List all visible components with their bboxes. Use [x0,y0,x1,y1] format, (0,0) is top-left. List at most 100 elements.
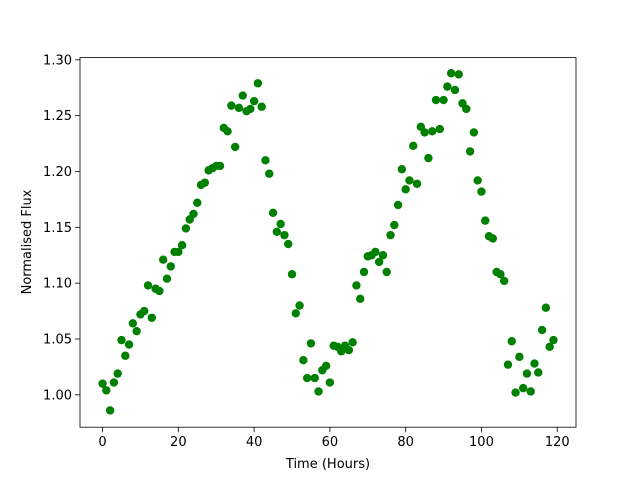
point [496,270,505,279]
x-tick-label: 120 [545,435,570,450]
point [280,230,289,240]
point [287,270,297,279]
point [409,141,418,151]
point [443,82,452,91]
point [412,179,422,188]
point [155,286,164,296]
point [257,102,266,111]
point [177,240,187,250]
point [374,257,384,267]
point [481,216,490,225]
point [534,368,543,377]
point [518,383,528,393]
point [401,185,410,194]
point [431,95,441,105]
point [253,79,263,88]
point [302,373,312,383]
point [128,319,138,328]
point [549,335,558,345]
point [109,378,119,387]
point [310,373,319,383]
x-tick-label: 0 [98,435,106,450]
point [306,339,316,348]
y-tick-label: 1.30 [43,53,72,68]
point [465,147,475,156]
point [234,103,244,113]
point [121,351,130,360]
point [140,306,149,316]
y-tick-label: 1.05 [43,332,72,347]
point [238,91,247,100]
point [223,127,232,136]
point [291,309,300,318]
point [397,165,407,174]
point [454,70,463,79]
point [382,267,391,277]
point [390,220,399,230]
y-tick-label: 1.25 [43,109,72,124]
point [526,387,535,396]
point [299,356,308,365]
point [359,267,369,277]
x-axis-label: Time (Hours) [285,457,370,472]
point [143,281,153,290]
point [166,262,175,271]
y-tick-label: 1.10 [43,277,72,292]
point [499,276,509,286]
point [378,251,388,260]
point [446,69,456,78]
point [503,360,513,369]
point [344,345,354,355]
point [424,153,433,163]
point [261,156,270,165]
point [545,342,554,352]
x-tick-label: 40 [246,435,263,450]
x-tick-label: 60 [322,435,339,450]
y-tick-label: 1.15 [43,221,72,236]
point [515,352,524,362]
point [193,198,202,207]
point [162,274,172,283]
point [113,369,122,378]
point [249,96,259,106]
point [124,340,134,349]
point [507,337,516,346]
point [98,379,107,388]
point [541,303,551,312]
point [439,95,448,105]
point [356,294,365,303]
point [488,234,498,243]
point [295,301,304,310]
point [265,169,274,178]
point [420,128,429,137]
y-axis-label: Normalised Flux [20,189,35,294]
y-tick-label: 1.20 [43,165,72,180]
point [405,176,414,185]
y-tick-label: 1.00 [43,388,72,403]
point [105,406,115,415]
point [284,239,293,249]
point [215,161,225,171]
x-tick-label: 80 [397,435,414,450]
point [314,387,323,396]
point [147,313,157,322]
point [435,124,444,134]
point [462,104,471,114]
point [530,359,539,368]
point [450,85,460,95]
point [522,369,532,378]
point [537,325,547,335]
x-tick-label: 20 [170,435,187,450]
point [227,101,236,110]
point [158,255,168,264]
point [200,178,210,187]
point [117,335,126,345]
point [181,224,191,233]
point [174,247,183,257]
point [102,386,111,395]
x-tick-label: 100 [469,435,494,450]
plot-frame [79,57,577,428]
point [189,209,198,219]
point [428,127,437,136]
